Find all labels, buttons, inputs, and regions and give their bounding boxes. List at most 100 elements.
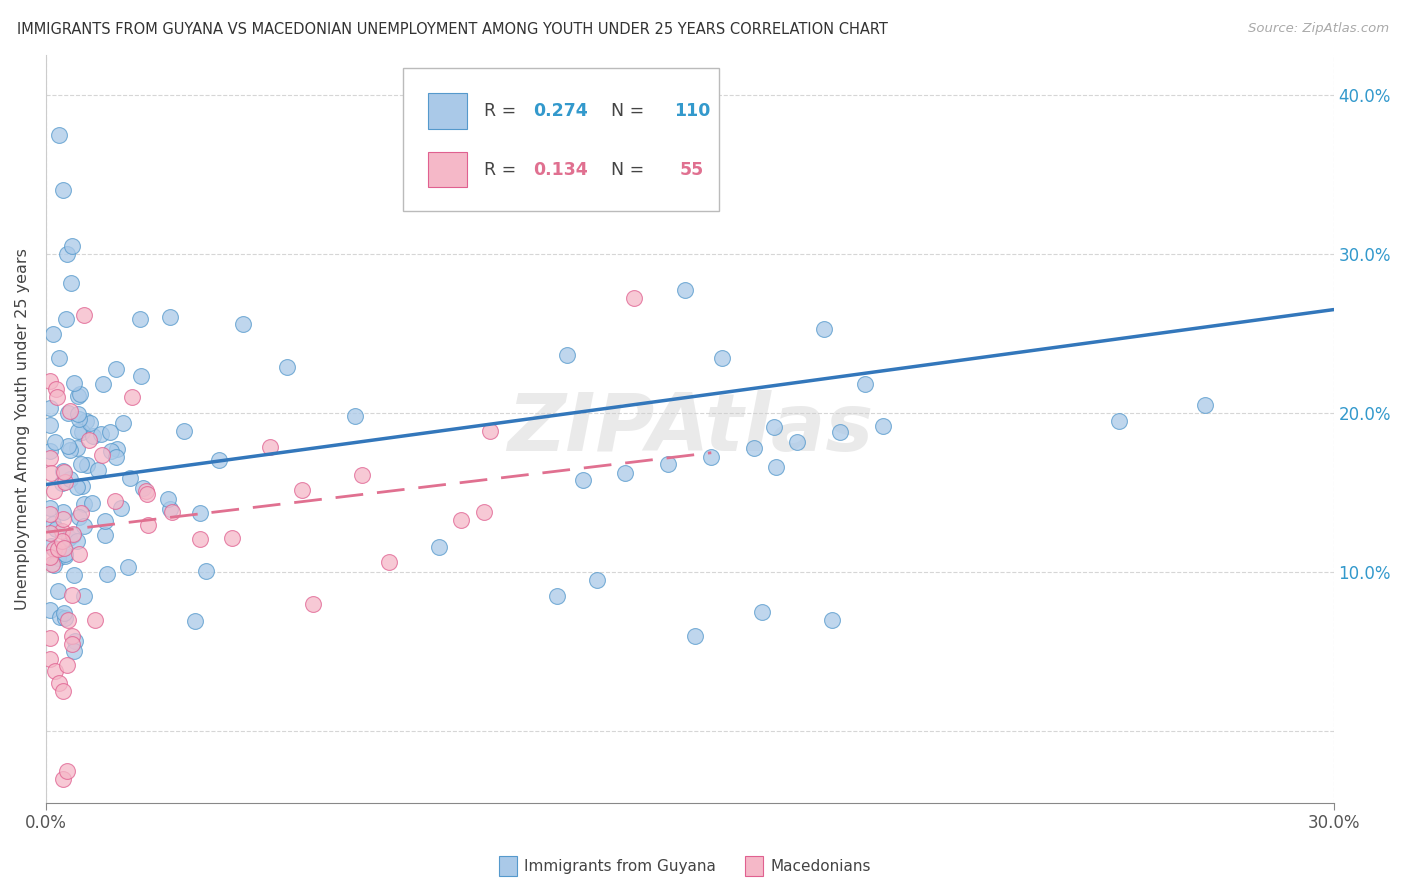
Point <box>44 434 66 449</box>
Point <box>231 317 253 331</box>
Point <box>828 425 851 439</box>
Point <box>60 239 83 253</box>
Point <box>41 557 63 571</box>
Point <box>53 475 76 489</box>
Point <box>51 534 73 549</box>
Point <box>48 128 70 142</box>
Point <box>52 512 75 526</box>
Point <box>62 644 84 658</box>
Point <box>42 558 65 572</box>
Point <box>87 463 110 477</box>
Point <box>66 389 89 403</box>
Point <box>55 312 77 326</box>
Text: Immigrants from Guyana: Immigrants from Guyana <box>524 859 716 873</box>
Point <box>159 310 181 325</box>
Point <box>546 589 568 603</box>
Point <box>110 501 132 516</box>
Point <box>79 416 101 430</box>
Point <box>79 434 101 448</box>
Point <box>39 507 62 521</box>
Point <box>39 652 62 666</box>
Text: N =: N = <box>600 161 650 178</box>
Point <box>39 466 62 480</box>
Point <box>90 427 112 442</box>
Point <box>39 603 62 617</box>
Point <box>52 466 75 480</box>
Point <box>221 531 243 545</box>
Point <box>571 473 593 487</box>
Point <box>49 610 72 624</box>
Point <box>586 573 609 587</box>
Point <box>91 377 114 392</box>
Point <box>156 492 179 507</box>
FancyBboxPatch shape <box>402 68 720 211</box>
Point <box>259 440 281 454</box>
Point <box>48 676 70 690</box>
Point <box>301 597 323 611</box>
Point <box>117 560 139 574</box>
Point <box>45 382 67 396</box>
Point <box>657 457 679 471</box>
Point <box>94 515 117 529</box>
Point <box>69 387 91 401</box>
Point <box>378 555 401 569</box>
Text: 0.134: 0.134 <box>533 161 588 178</box>
Point <box>42 484 65 499</box>
Point <box>821 613 844 627</box>
Point <box>39 631 62 645</box>
Point <box>48 351 70 365</box>
Point <box>45 390 67 404</box>
Point <box>765 459 787 474</box>
Point <box>39 549 62 564</box>
Point <box>291 483 314 497</box>
Text: R =: R = <box>484 103 522 120</box>
Point <box>63 633 86 648</box>
Point <box>53 547 76 561</box>
Point <box>42 516 65 531</box>
Point <box>276 360 298 375</box>
Point <box>76 458 98 473</box>
Point <box>450 512 472 526</box>
Point <box>813 322 835 336</box>
Point <box>62 588 84 602</box>
Point <box>614 467 637 481</box>
Point <box>128 311 150 326</box>
Point <box>52 684 75 698</box>
Point <box>56 613 79 627</box>
Text: ZIPAtlas: ZIPAtlas <box>506 390 873 468</box>
Point <box>73 518 96 533</box>
Point <box>59 403 82 417</box>
Point <box>555 348 578 362</box>
Point <box>75 413 97 427</box>
Point <box>60 629 83 643</box>
Point <box>59 472 82 486</box>
Point <box>70 425 93 439</box>
Point <box>786 434 808 449</box>
Point <box>472 505 495 519</box>
Point <box>52 183 75 197</box>
Point <box>39 451 62 466</box>
Point <box>63 568 86 582</box>
Point <box>67 412 90 426</box>
Point <box>39 444 62 458</box>
Point <box>39 417 62 432</box>
Point <box>84 613 107 627</box>
Point <box>96 567 118 582</box>
Point <box>350 468 373 483</box>
FancyBboxPatch shape <box>429 94 467 129</box>
Point <box>51 524 73 538</box>
Point <box>98 425 121 440</box>
Text: Macedonians: Macedonians <box>770 859 870 873</box>
Point <box>52 464 75 478</box>
Point <box>72 309 94 323</box>
Point <box>55 549 77 563</box>
Point <box>623 291 645 305</box>
Point <box>62 376 84 391</box>
Point <box>62 527 84 541</box>
Point <box>46 542 69 557</box>
Point <box>104 450 127 464</box>
Point <box>39 500 62 515</box>
Point <box>51 476 73 491</box>
Point <box>42 541 65 556</box>
Point <box>188 532 211 546</box>
